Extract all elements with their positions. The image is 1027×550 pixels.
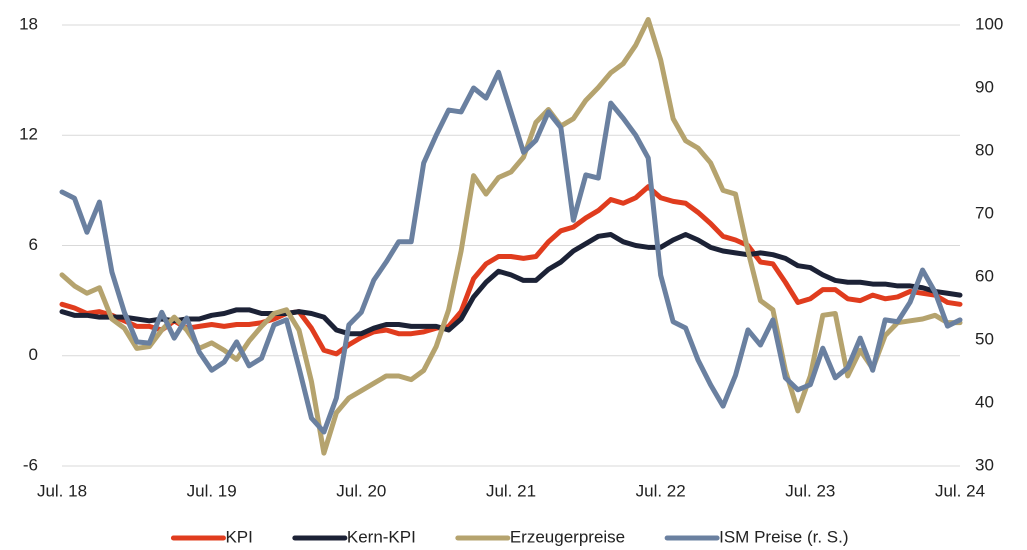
series-line xyxy=(59,69,963,435)
x-tick-label: Jul. 19 xyxy=(187,481,237,500)
legend-label: KPI xyxy=(225,527,252,546)
y2-tick-label: 30 xyxy=(975,455,994,474)
x-tick-label: Jul. 20 xyxy=(336,481,386,500)
legend-label: ISM Preise (r. S.) xyxy=(719,527,848,546)
x-tick-label: Jul. 18 xyxy=(37,481,87,500)
x-tick-label: Jul. 21 xyxy=(486,481,536,500)
y-tick-label: 0 xyxy=(29,345,38,364)
y2-tick-label: 100 xyxy=(975,14,1003,33)
y-tick-label: -6 xyxy=(23,455,38,474)
series-line xyxy=(59,184,963,357)
y2-tick-label: 90 xyxy=(975,77,994,96)
x-tick-label: Jul. 22 xyxy=(636,481,686,500)
y2-tick-label: 70 xyxy=(975,203,994,222)
y2-tick-label: 50 xyxy=(975,329,994,348)
y2-tick-label: 40 xyxy=(975,392,994,411)
legend-label: Erzeugerpreise xyxy=(510,527,625,546)
y-tick-label: 6 xyxy=(29,235,38,254)
series-line xyxy=(59,231,963,337)
y2-tick-label: 60 xyxy=(975,266,994,285)
legend-label: Kern-KPI xyxy=(347,527,416,546)
y2-tick-label: 80 xyxy=(975,140,994,159)
y-tick-label: 18 xyxy=(19,14,38,33)
x-tick-label: Jul. 23 xyxy=(785,481,835,500)
series-line xyxy=(59,16,963,456)
x-tick-label: Jul. 24 xyxy=(935,481,985,500)
legend: KPI Kern-KPI Erzeugerpreise ISM Preise (r. … xyxy=(170,527,849,546)
y-tick-label: 12 xyxy=(19,125,38,144)
